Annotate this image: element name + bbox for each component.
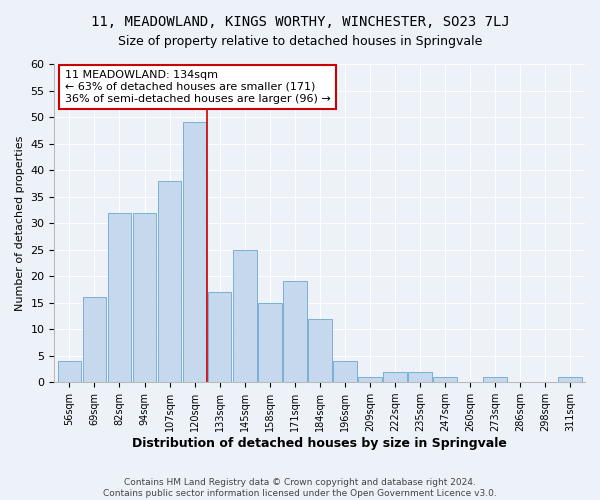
Bar <box>233 250 257 382</box>
Bar <box>383 372 407 382</box>
Y-axis label: Number of detached properties: Number of detached properties <box>15 136 25 311</box>
Bar <box>283 282 307 382</box>
Bar <box>58 361 82 382</box>
Bar <box>258 302 281 382</box>
Text: Size of property relative to detached houses in Springvale: Size of property relative to detached ho… <box>118 35 482 48</box>
Bar <box>408 372 432 382</box>
Bar <box>208 292 232 382</box>
Bar <box>308 318 332 382</box>
Bar <box>158 180 181 382</box>
Bar <box>358 377 382 382</box>
Text: 11, MEADOWLAND, KINGS WORTHY, WINCHESTER, SO23 7LJ: 11, MEADOWLAND, KINGS WORTHY, WINCHESTER… <box>91 15 509 29</box>
Bar <box>107 212 131 382</box>
Bar <box>483 377 507 382</box>
Text: 11 MEADOWLAND: 134sqm
← 63% of detached houses are smaller (171)
36% of semi-det: 11 MEADOWLAND: 134sqm ← 63% of detached … <box>65 70 331 104</box>
Bar <box>558 377 582 382</box>
X-axis label: Distribution of detached houses by size in Springvale: Distribution of detached houses by size … <box>132 437 507 450</box>
Text: Contains HM Land Registry data © Crown copyright and database right 2024.
Contai: Contains HM Land Registry data © Crown c… <box>103 478 497 498</box>
Bar <box>133 212 157 382</box>
Bar <box>333 361 356 382</box>
Bar <box>182 122 206 382</box>
Bar <box>433 377 457 382</box>
Bar <box>83 298 106 382</box>
